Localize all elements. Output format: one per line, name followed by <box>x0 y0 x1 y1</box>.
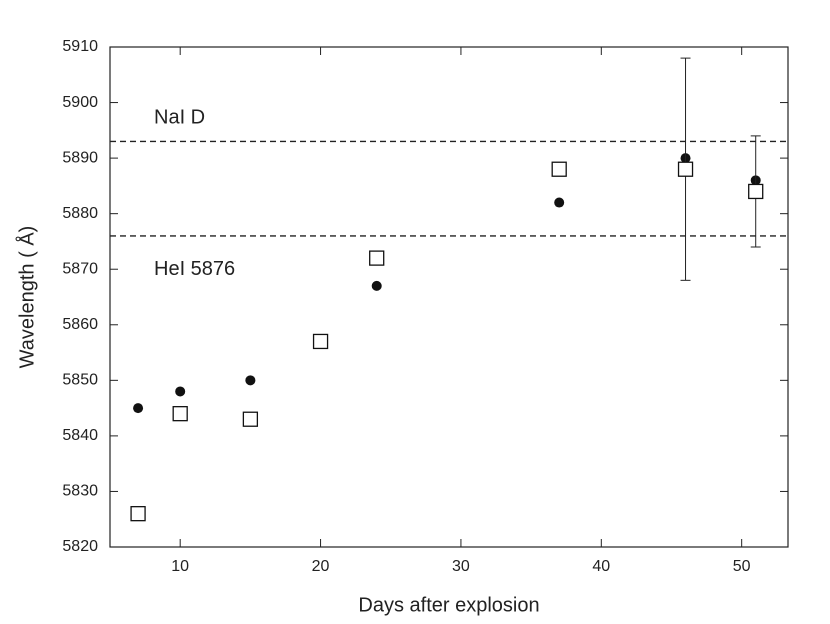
square-marker <box>369 250 385 266</box>
square-marker <box>172 406 188 422</box>
y-tick-label: 5840 <box>62 427 98 444</box>
circle-marker <box>175 386 186 397</box>
square-marker <box>130 506 146 522</box>
square-marker <box>312 333 329 350</box>
y-tick-label: 5890 <box>62 149 98 166</box>
circle-marker <box>133 403 144 414</box>
y-tick-label: 5820 <box>62 538 98 555</box>
x-tick-label: 10 <box>171 558 189 575</box>
reference-label: NaI D <box>154 107 205 129</box>
y-tick-label: 5870 <box>62 260 98 277</box>
x-tick-label: 30 <box>452 558 470 575</box>
y-tick-label: 5850 <box>62 372 98 389</box>
plot-frame <box>109 46 789 548</box>
x-tick-label: 20 <box>312 558 330 575</box>
circle-marker <box>554 197 565 208</box>
reference-label: HeI 5876 <box>154 258 235 280</box>
x-axis-label: Days after explosion <box>358 594 539 616</box>
y-axis-label: Wavelength ( Å) <box>15 226 38 369</box>
square-marker <box>551 161 567 177</box>
circle-marker <box>245 375 256 386</box>
circle-marker <box>371 280 382 291</box>
y-tick-label: 5860 <box>62 316 98 333</box>
x-tick-label: 40 <box>592 558 610 575</box>
y-tick-label: 5830 <box>62 483 98 500</box>
y-tick-label: 5900 <box>62 94 98 111</box>
square-marker <box>677 161 694 177</box>
square-marker <box>748 183 764 200</box>
x-tick-label: 50 <box>733 558 751 575</box>
y-tick-label: 5910 <box>62 38 98 55</box>
square-marker <box>242 411 259 427</box>
y-tick-label: 5880 <box>62 205 98 222</box>
